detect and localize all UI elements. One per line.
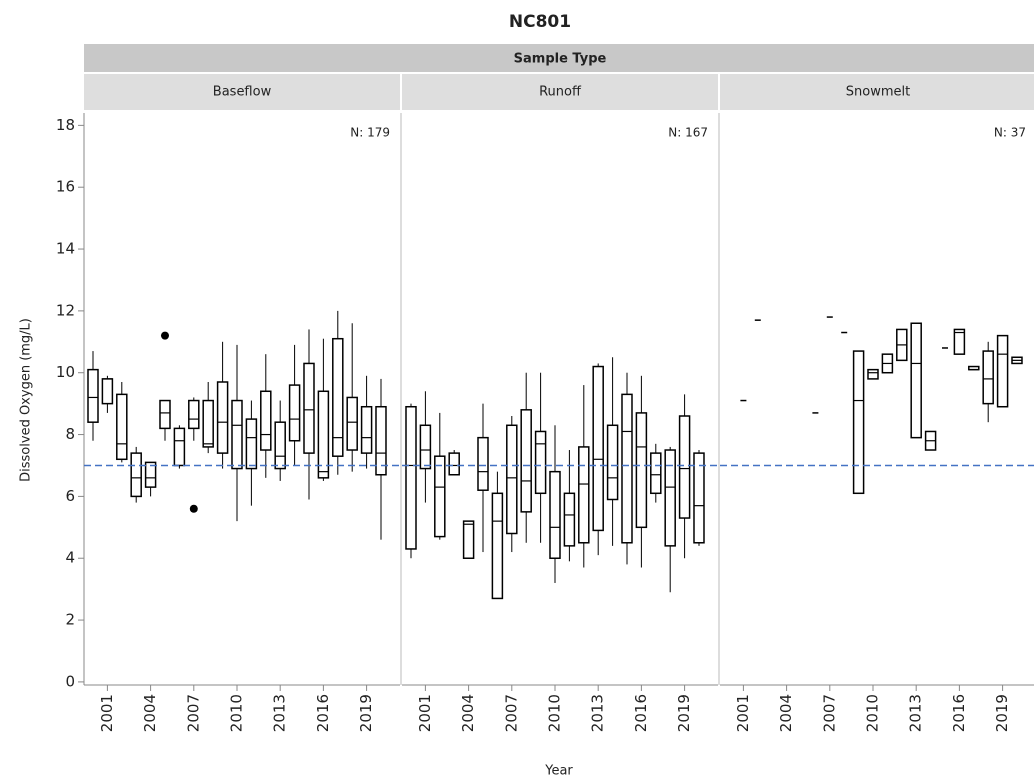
box: [173, 427, 186, 467]
box: [130, 452, 142, 498]
y-tick-label: 16: [56, 178, 75, 196]
box: [202, 399, 214, 448]
x-tick-label: 2019: [675, 694, 693, 732]
x-tick-label: 2016: [950, 694, 968, 732]
box: [116, 393, 128, 461]
y-tick-label: 2: [65, 611, 75, 629]
box: [144, 461, 157, 488]
x-axis-label: Year: [544, 764, 573, 779]
box: [578, 446, 590, 544]
y-tick-label: 6: [65, 487, 75, 505]
box: [982, 350, 994, 405]
x-tick-label: 2019: [357, 694, 375, 732]
box: [188, 399, 200, 430]
y-axis-label: Dissolved Oxygen (mg/L): [19, 318, 34, 482]
outlier: [189, 504, 198, 513]
y-tick-label: 8: [65, 425, 75, 443]
box: [635, 412, 648, 529]
box: [332, 337, 344, 457]
box: [346, 396, 358, 451]
panel-strip: [720, 74, 1034, 110]
chart-title: NC801: [509, 12, 571, 32]
box: [231, 399, 243, 470]
box: [260, 390, 272, 451]
box: [693, 452, 705, 544]
box: [678, 415, 691, 519]
box: [852, 350, 865, 495]
box: [303, 362, 315, 454]
x-tick-label: 2010: [545, 694, 563, 732]
box: [650, 452, 662, 495]
box: [606, 424, 619, 501]
panel-label: Baseflow: [213, 85, 272, 100]
box: [87, 368, 99, 423]
box: [867, 368, 879, 380]
box: [462, 520, 475, 559]
box: [491, 492, 504, 600]
box: [288, 384, 301, 442]
box: [953, 328, 966, 355]
x-tick-label: 2010: [227, 694, 245, 732]
x-tick-label: 2004: [141, 694, 159, 732]
x-tick-label: 2010: [863, 694, 881, 732]
x-tick-label: 2019: [993, 694, 1011, 732]
box: [360, 405, 373, 454]
box: [159, 399, 171, 430]
box: [448, 452, 460, 476]
box: [506, 424, 518, 535]
x-tick-label: 2013: [271, 694, 289, 732]
x-tick-label: 2013: [907, 694, 925, 732]
box: [664, 449, 676, 547]
box: [434, 455, 446, 538]
box: [621, 393, 633, 544]
box: [216, 381, 229, 454]
box: [477, 436, 489, 491]
n-label: N: 37: [994, 126, 1026, 140]
panel-label: Snowmelt: [846, 85, 910, 100]
n-label: N: 179: [350, 126, 390, 140]
x-tick-label: 2007: [184, 694, 202, 732]
box: [534, 430, 547, 495]
box: [274, 421, 286, 470]
box: [996, 334, 1009, 408]
y-tick-label: 14: [56, 240, 75, 258]
x-tick-label: 2016: [632, 694, 650, 732]
y-tick-label: 18: [56, 116, 75, 134]
group-strip: [84, 44, 1034, 72]
x-tick-label: 2007: [820, 694, 838, 732]
x-tick-label: 2004: [459, 694, 477, 732]
panel-label: Runoff: [539, 85, 582, 100]
panel-strip: [84, 74, 400, 110]
y-tick-label: 10: [56, 363, 75, 381]
box: [419, 424, 432, 470]
x-tick-label: 2007: [502, 694, 520, 732]
box: [549, 470, 561, 559]
box: [563, 492, 576, 547]
x-tick-label: 2001: [98, 694, 116, 732]
box: [317, 390, 330, 479]
outlier: [160, 331, 169, 340]
box: [405, 405, 417, 550]
panel-strip: [402, 74, 718, 110]
box: [592, 365, 604, 532]
x-tick-label: 2004: [777, 694, 795, 732]
x-tick-label: 2001: [416, 694, 434, 732]
x-tick-label: 2001: [734, 694, 752, 732]
y-tick-label: 4: [65, 549, 75, 567]
box: [375, 405, 387, 476]
y-tick-label: 0: [65, 672, 75, 690]
y-tick-label: 12: [56, 301, 75, 319]
box: [910, 322, 922, 439]
x-tick-label: 2016: [314, 694, 332, 732]
box: [520, 409, 532, 513]
x-tick-label: 2013: [589, 694, 607, 732]
n-label: N: 167: [668, 126, 708, 140]
box: [101, 378, 114, 405]
box: [245, 418, 258, 470]
group-label: Sample Type: [514, 52, 607, 67]
